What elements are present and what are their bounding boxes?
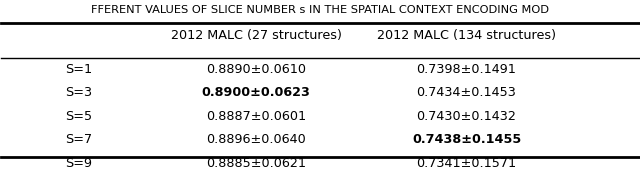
Text: 0.7434±0.1453: 0.7434±0.1453 (417, 86, 516, 99)
Text: S=7: S=7 (65, 133, 92, 146)
Text: 0.8887±0.0601: 0.8887±0.0601 (206, 110, 307, 123)
Text: 0.7430±0.1432: 0.7430±0.1432 (417, 110, 516, 123)
Text: S=5: S=5 (65, 110, 92, 123)
Text: 0.7398±0.1491: 0.7398±0.1491 (417, 63, 516, 76)
Text: 0.8885±0.0621: 0.8885±0.0621 (206, 157, 307, 170)
Text: 0.8900±0.0623: 0.8900±0.0623 (202, 86, 310, 99)
Text: S=3: S=3 (65, 86, 92, 99)
Text: 0.7438±0.1455: 0.7438±0.1455 (412, 133, 521, 146)
Text: FFERENT VALUES OF SLICE NUMBER s IN THE SPATIAL CONTEXT ENCODING MOD: FFERENT VALUES OF SLICE NUMBER s IN THE … (91, 5, 549, 15)
Text: S=9: S=9 (65, 157, 92, 170)
Text: 0.7341±0.1571: 0.7341±0.1571 (417, 157, 516, 170)
Text: 0.8890±0.0610: 0.8890±0.0610 (206, 63, 307, 76)
Text: 2012 MALC (27 structures): 2012 MALC (27 structures) (171, 29, 342, 42)
Text: 2012 MALC (134 structures): 2012 MALC (134 structures) (377, 29, 556, 42)
Text: S=1: S=1 (65, 63, 92, 76)
Text: 0.8896±0.0640: 0.8896±0.0640 (207, 133, 306, 146)
